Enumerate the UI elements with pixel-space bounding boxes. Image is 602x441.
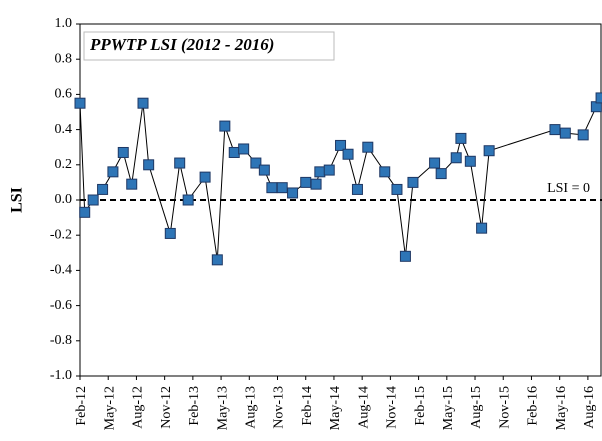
data-point [577,129,589,141]
x-tick-label: Aug-12 [131,386,146,429]
x-tick-label: Aug-14 [356,386,371,429]
x-tick-label: May-15 [441,386,456,430]
data-point [238,143,250,155]
data-point [399,250,411,262]
y-tick-label: -1.0 [50,368,72,383]
data-point [117,146,129,158]
x-tick-label: May-16 [554,386,569,430]
data-point [407,176,419,188]
data-point [228,146,240,158]
data-point [455,132,467,144]
data-point [483,145,495,157]
data-point [219,120,231,132]
data-point [559,127,571,139]
y-tick-label: 0.6 [55,87,73,102]
series-line [79,97,602,260]
data-point [464,155,476,167]
x-tick-label: Nov-14 [385,386,400,429]
y-tick-label: 0.0 [55,192,73,207]
data-point [211,254,223,266]
x-tick-label: Aug-15 [469,386,484,429]
data-point [287,187,299,199]
data-point [107,166,119,178]
y-tick-label: -0.4 [50,263,72,278]
y-tick-label: 0.4 [55,122,73,137]
x-tick-label: Feb-12 [74,386,89,426]
data-point [276,182,288,194]
data-point [174,157,186,169]
data-point [143,159,155,171]
data-point [342,148,354,160]
y-axis-label: LSI [9,187,26,213]
x-tick-label: Feb-14 [300,386,315,426]
reference-label: LSI = 0 [547,181,590,196]
data-point [164,227,176,239]
y-tick-label: -0.8 [50,333,72,348]
data-point [310,178,322,190]
data-point [126,178,138,190]
x-tick-label: May-14 [328,386,343,430]
data-point [450,152,462,164]
data-point [79,206,91,218]
data-point [182,194,194,206]
title-box [83,31,335,61]
data-point [199,171,211,183]
chart-title: PPWTP LSI (2012 - 2016) [89,35,274,54]
data-point [595,92,602,104]
y-tick-label: 0.8 [55,51,73,66]
data-point [137,97,149,109]
x-tick-label: Feb-15 [413,386,428,426]
data-point [323,164,335,176]
data-point [429,157,441,169]
x-tick-label: Feb-16 [526,386,541,426]
x-tick-label: Nov-12 [159,386,174,429]
data-point [266,182,278,194]
x-tick-label: May-13 [215,386,230,430]
data-point [74,97,86,109]
x-tick-label: Feb-13 [187,386,202,426]
data-point [314,166,326,178]
data-point [258,164,270,176]
data-point [335,139,347,151]
y-tick-label: -0.2 [50,227,72,242]
data-point [391,183,403,195]
data-point [250,157,262,169]
data-point [379,166,391,178]
data-point [97,183,109,195]
data-point [435,168,447,180]
data-point [549,124,561,136]
data-point [476,222,488,234]
y-tick-label: 1.0 [55,16,73,31]
data-point [362,141,374,153]
y-tick-label: 0.2 [55,157,73,172]
x-tick-label: Nov-13 [272,386,287,429]
x-tick-label: Nov-15 [497,386,512,429]
x-tick-label: May-12 [102,386,117,430]
y-tick-label: -0.6 [50,298,72,313]
x-tick-label: Aug-16 [582,386,597,429]
data-point [87,194,99,206]
data-point [351,183,363,195]
data-point [300,176,312,188]
x-tick-label: Aug-13 [244,386,259,429]
